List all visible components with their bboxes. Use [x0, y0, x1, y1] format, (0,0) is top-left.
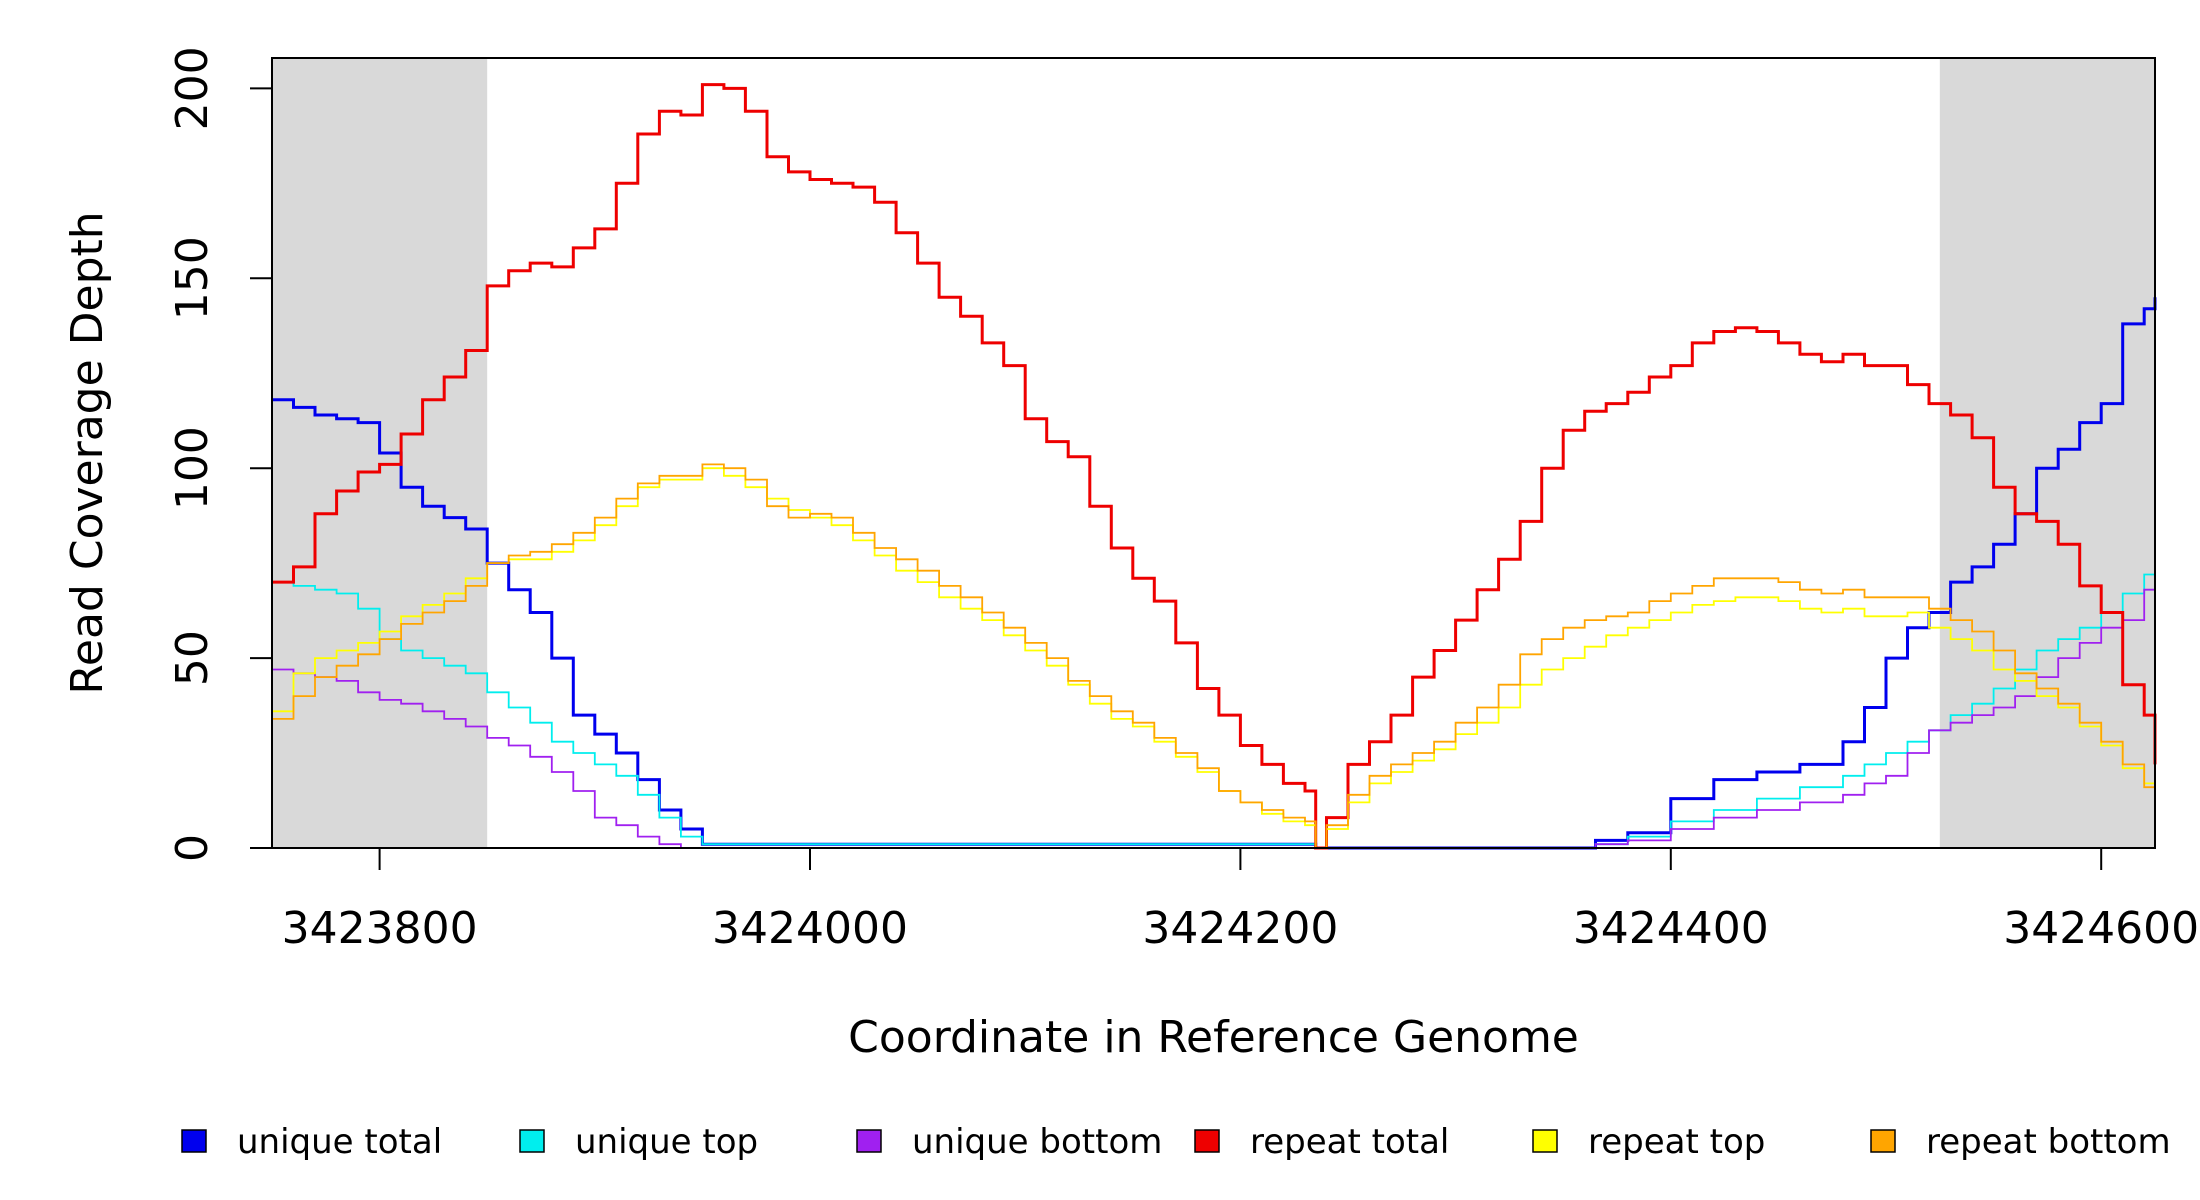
y-tick-label: 100 [167, 426, 218, 510]
x-tick-label: 3424400 [1573, 903, 1769, 954]
legend-label: unique bottom [912, 1122, 1162, 1162]
legend-label: unique top [575, 1122, 758, 1162]
y-tick-label: 200 [167, 46, 218, 130]
legend-label: repeat top [1588, 1122, 1765, 1162]
legend-swatch-repeat-top [1532, 1129, 1558, 1153]
legend-swatch-repeat-total [1194, 1129, 1220, 1153]
legend-swatch-unique-top [519, 1129, 545, 1153]
legend-swatch-unique-total [181, 1129, 207, 1153]
legend-swatch-repeat-bottom [1870, 1129, 1896, 1153]
series-line-unique-bottom [272, 578, 2156, 849]
y-axis: 0 50 100 150 200 [167, 46, 273, 862]
plot-frame [271, 57, 2156, 849]
y-tick-label: 0 [167, 834, 218, 862]
series-line-repeat-total [272, 83, 2157, 850]
x-axis-title: Coordinate in Reference Genome [848, 1012, 1579, 1063]
y-axis-title: Read Coverage Depth [62, 211, 113, 694]
legend-swatch-unique-bottom [856, 1129, 882, 1153]
x-tick-label: 3424200 [1142, 903, 1338, 954]
shaded-regions [272, 58, 2155, 848]
series-line-unique-top [272, 570, 2156, 849]
y-tick-label: 50 [167, 630, 218, 686]
legend-label: repeat total [1250, 1122, 1449, 1162]
x-tick-label: 3424600 [2003, 903, 2199, 954]
legend-label: unique total [237, 1122, 442, 1162]
series-line-repeat-bottom [272, 463, 2156, 849]
x-axis: 3423800 3424000 3424200 3424400 3424600 [282, 847, 2199, 954]
y-tick-label: 150 [167, 236, 218, 320]
legend-label: repeat bottom [1926, 1122, 2171, 1162]
series-line-unique-total [272, 297, 2157, 850]
legend: unique total unique top unique bottom repea… [181, 1122, 2171, 1162]
x-tick-label: 3424000 [712, 903, 908, 954]
series-layer [272, 83, 2157, 850]
shaded-region-2 [1939, 58, 2155, 848]
x-tick-label: 3423800 [282, 903, 478, 954]
